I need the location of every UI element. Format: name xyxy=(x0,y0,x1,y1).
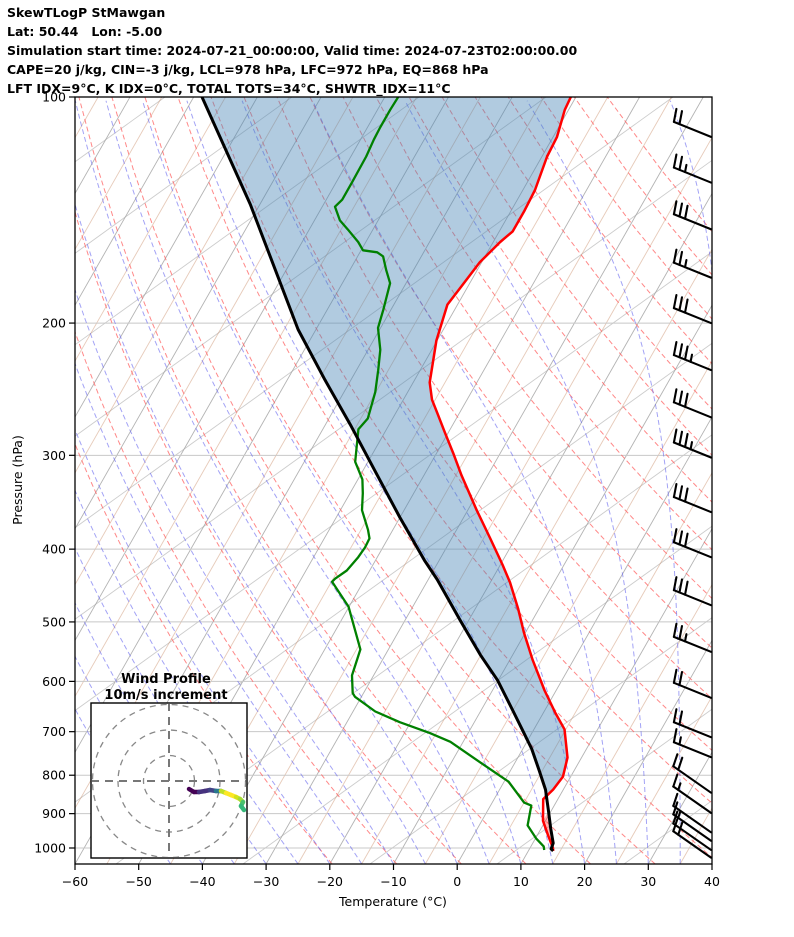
x-tick-label: −60 xyxy=(62,874,88,889)
y-tick-label: 500 xyxy=(42,614,66,629)
plot-clipped xyxy=(75,97,712,864)
wind-barb xyxy=(672,773,712,814)
y-axis-title: Pressure (hPa) xyxy=(10,435,25,525)
wind-barb xyxy=(672,200,712,231)
wind-barb xyxy=(672,708,712,739)
parcel-curve xyxy=(200,97,555,853)
y-tick-label: 300 xyxy=(42,448,66,463)
x-tick-label: −50 xyxy=(126,874,152,889)
hodograph-title: Wind Profile xyxy=(121,672,211,687)
indices-line-2: LFT IDX=9°C, K IDX=0°C, TOTAL TOTS=34°C,… xyxy=(7,81,451,96)
time-line: Simulation start time: 2024-07-21_00:00:… xyxy=(7,43,578,58)
wind-barb xyxy=(672,248,712,279)
wind-barb xyxy=(672,528,712,559)
wind-barb xyxy=(672,753,712,794)
x-tick-label: 20 xyxy=(577,874,593,889)
x-tick-label: 30 xyxy=(640,874,656,889)
wind-barb xyxy=(672,294,712,325)
hodograph-inset xyxy=(90,702,248,859)
wind-barb xyxy=(672,668,712,699)
wind-barb xyxy=(672,107,712,138)
y-tick-label: 1000 xyxy=(34,841,66,856)
wind-barb xyxy=(672,576,712,607)
x-tick-label: −10 xyxy=(380,874,406,889)
x-tick-label: −20 xyxy=(317,874,343,889)
y-tick-label: 800 xyxy=(42,768,66,783)
location-line: Lat: 50.44 Lon: -5.00 xyxy=(7,24,163,39)
wind-barb xyxy=(672,818,712,859)
y-tick-label: 900 xyxy=(42,806,66,821)
wind-barb xyxy=(672,153,712,184)
wind-barb xyxy=(672,622,712,653)
x-tick-label: −40 xyxy=(189,874,215,889)
wind-barb xyxy=(672,801,712,842)
wind-barb xyxy=(672,428,712,459)
wind-barb xyxy=(672,388,712,419)
x-tick-label: 10 xyxy=(513,874,529,889)
dewpoint-curve xyxy=(330,97,546,851)
wind-barb xyxy=(672,341,712,372)
x-tick-label: 0 xyxy=(453,874,461,889)
x-tick-label: −30 xyxy=(253,874,279,889)
y-tick-label: 400 xyxy=(42,542,66,557)
y-tick-label: 200 xyxy=(42,316,66,331)
x-tick-label: 40 xyxy=(704,874,720,889)
hodograph-subtitle: 10m/s increment xyxy=(104,688,227,703)
wind-barb xyxy=(672,728,712,759)
x-axis-title: Temperature (°C) xyxy=(338,894,447,909)
wind-barb xyxy=(672,792,712,834)
wind-barb xyxy=(672,483,712,514)
y-tick-label: 600 xyxy=(42,674,66,689)
y-tick-label: 700 xyxy=(42,724,66,739)
y-tick-label: 100 xyxy=(42,90,66,105)
temperature-curve xyxy=(428,97,572,851)
indices-line-1: CAPE=20 j/kg, CIN=-3 j/kg, LCL=978 hPa, … xyxy=(7,62,489,77)
chart-title: SkewTLogP StMawgan xyxy=(7,5,166,20)
